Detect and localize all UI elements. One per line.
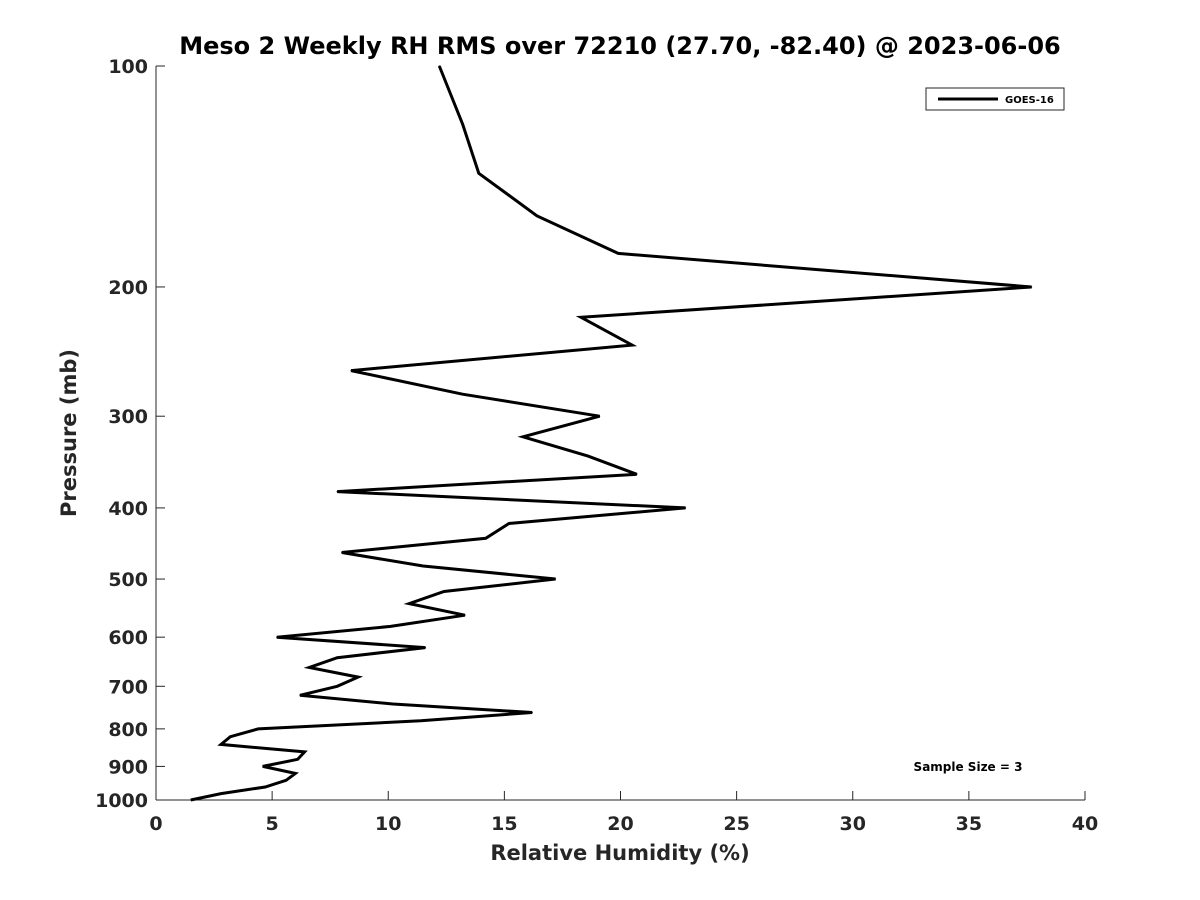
data-point <box>1031 286 1033 288</box>
y-tick-label: 300 <box>108 406 148 428</box>
data-point <box>357 676 359 678</box>
data-point <box>190 799 192 801</box>
data-point <box>264 786 266 788</box>
y-tick-label: 200 <box>108 277 148 299</box>
y-tick-label: 800 <box>108 719 148 741</box>
data-point <box>350 370 352 372</box>
data-point <box>599 415 601 417</box>
data-point <box>438 65 440 67</box>
data-point <box>478 172 480 174</box>
data-point <box>508 522 510 525</box>
x-axis-label: Relative Humidity (%) <box>490 841 749 865</box>
data-point <box>554 578 557 580</box>
data-point <box>420 720 422 722</box>
data-point <box>220 793 222 795</box>
data-point <box>522 436 524 438</box>
data-point <box>536 215 538 217</box>
y-tick-label: 900 <box>108 756 148 778</box>
data-point <box>422 565 424 567</box>
data-point <box>531 711 533 714</box>
x-tick-label: 35 <box>956 813 982 835</box>
data-point <box>617 252 619 254</box>
data-point <box>299 694 301 696</box>
data-point <box>294 772 296 775</box>
x-tick-label: 0 <box>149 813 162 835</box>
data-point <box>336 657 338 659</box>
y-axis-label: Pressure (mb) <box>57 349 81 517</box>
data-point <box>262 765 264 768</box>
data-point <box>285 779 287 781</box>
y-tick-label: 500 <box>108 569 148 591</box>
y-tick-label: 700 <box>108 676 148 698</box>
series-layer <box>190 65 1033 802</box>
data-point <box>276 636 278 638</box>
x-tick-group: 0 5 10 15 20 25 30 35 40 <box>149 791 1098 835</box>
data-point <box>587 455 589 457</box>
data-point <box>341 551 343 554</box>
x-tick-label: 15 <box>491 813 517 835</box>
data-point <box>443 590 445 593</box>
sample-size-annotation: Sample Size = 3 <box>914 760 1023 774</box>
data-point <box>229 736 231 738</box>
series-line-goes-16 <box>190 65 1032 802</box>
y-tick-label: 600 <box>108 627 148 649</box>
y-tick-label: 400 <box>108 498 148 520</box>
data-point <box>631 344 633 346</box>
data-point <box>408 603 410 605</box>
data-point <box>257 728 259 730</box>
chart-title: Meso 2 Weekly RH RMS over 72210 (27.70, … <box>179 32 1061 60</box>
data-point <box>485 537 487 539</box>
data-point <box>304 751 306 753</box>
data-point <box>424 647 426 649</box>
data-point <box>464 614 466 616</box>
x-tick-label: 25 <box>723 813 749 835</box>
legend: GOES-16 <box>925 87 1065 111</box>
data-point <box>220 743 222 746</box>
x-tick-label: 20 <box>607 813 633 835</box>
data-point <box>636 473 638 475</box>
data-point <box>684 507 687 509</box>
legend-label-goes-16: GOES-16 <box>1005 95 1054 106</box>
y-tick-label: 1000 <box>95 790 148 812</box>
data-point <box>308 666 310 669</box>
data-point <box>462 123 464 125</box>
data-point <box>297 758 299 760</box>
data-point <box>336 491 338 493</box>
y-tick-group: 100 200 300 400 500 600 700 800 900 1000 <box>95 56 165 812</box>
data-point <box>392 703 394 705</box>
data-point <box>462 393 464 395</box>
data-point <box>390 625 392 628</box>
x-tick-label: 5 <box>266 813 279 835</box>
x-tick-label: 10 <box>375 813 401 835</box>
x-tick-label: 40 <box>1072 813 1098 835</box>
y-tick-label: 100 <box>108 56 148 78</box>
data-point <box>580 316 582 318</box>
x-tick-label: 30 <box>840 813 866 835</box>
data-point <box>336 685 338 687</box>
